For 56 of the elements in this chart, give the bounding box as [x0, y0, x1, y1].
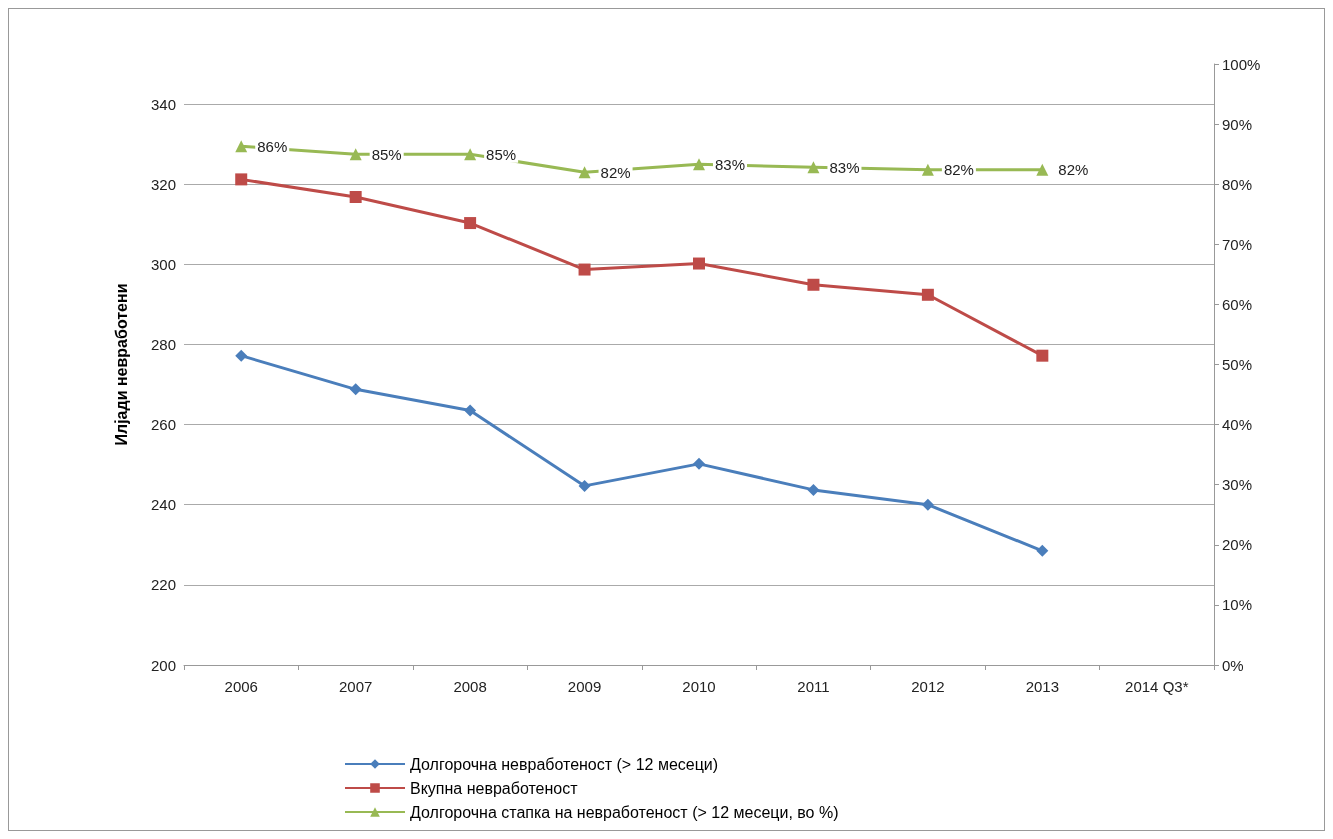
- x-tick-label: 2014 Q3*: [1125, 678, 1189, 695]
- data-label: 82%: [1058, 161, 1089, 179]
- y2-tick-label: 50%: [1222, 356, 1253, 373]
- y-tick-label: 340: [150, 95, 176, 113]
- y2-tick-label: 100%: [1222, 55, 1261, 73]
- point: [235, 349, 248, 362]
- x-tick-label: 2012: [911, 678, 945, 695]
- point: [464, 404, 477, 417]
- point: [464, 217, 477, 230]
- point: [1036, 544, 1049, 557]
- x-tick-label: 2007: [338, 678, 373, 695]
- x-tick-label: 2009: [567, 678, 602, 695]
- point: [693, 257, 705, 270]
- y2-tick-label: 0%: [1222, 656, 1244, 674]
- y-tick-label: 320: [150, 175, 176, 193]
- point: [349, 383, 362, 396]
- y2-tick-label: 70%: [1222, 235, 1253, 253]
- x-tick-label: 2013: [1025, 678, 1060, 695]
- y-tick-label: 200: [150, 656, 176, 674]
- data-label: 82%: [600, 163, 631, 181]
- y2-tick-label: 90%: [1222, 115, 1253, 133]
- point: [235, 173, 248, 186]
- y-axis-title: Илјади невработени: [112, 283, 130, 446]
- x-tick-label: 2011: [797, 678, 830, 695]
- data-label: 82%: [943, 161, 974, 179]
- legend-label: Долгорочна стапка на невработеност (> 12 месеци, во %): [410, 803, 839, 821]
- data-label: 83%: [829, 158, 860, 176]
- y-tick-label: 300: [150, 255, 176, 273]
- data-label: 86%: [257, 137, 288, 155]
- x-tick-label: 2010: [682, 678, 716, 695]
- y-tick-label: 240: [150, 496, 176, 514]
- point: [807, 278, 820, 291]
- point: [921, 288, 934, 301]
- y-tick-label: 280: [150, 335, 176, 353]
- y2-tick-label: 40%: [1222, 416, 1253, 434]
- y2-tick-label: 10%: [1222, 596, 1253, 614]
- point: [693, 457, 705, 470]
- point: [349, 191, 362, 204]
- data-label: 83%: [715, 155, 746, 173]
- data-label: 85%: [486, 145, 517, 163]
- data-label: 85%: [371, 145, 402, 163]
- y-tick-label: 260: [150, 416, 176, 434]
- y2-tick-label: 30%: [1222, 476, 1253, 494]
- y-tick-label: 220: [150, 576, 176, 594]
- y2-tick-label: 60%: [1222, 295, 1253, 313]
- legend-label: Вкупна невработеност: [410, 779, 579, 797]
- legend-label: Долгорочна невработеност (> 12 месеци): [410, 755, 719, 773]
- x-tick-label: 2008: [453, 678, 487, 695]
- point: [578, 263, 591, 276]
- point: [921, 498, 934, 511]
- y2-tick-label: 20%: [1222, 536, 1253, 554]
- x-tick-label: 2006: [224, 678, 258, 695]
- point: [1036, 349, 1049, 362]
- y2-tick-label: 80%: [1222, 175, 1253, 193]
- point: [807, 483, 820, 496]
- point: [578, 479, 591, 492]
